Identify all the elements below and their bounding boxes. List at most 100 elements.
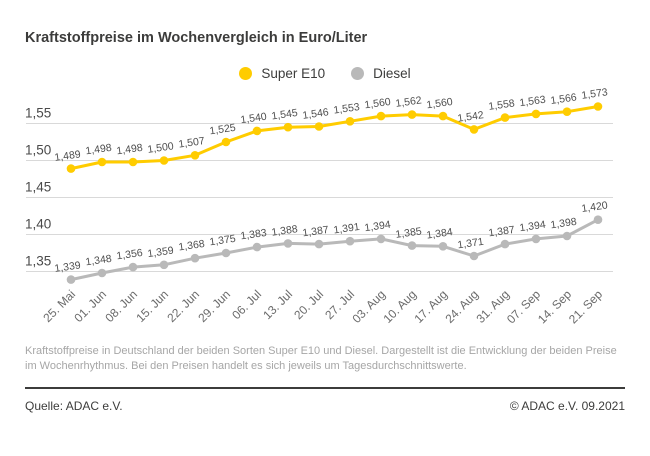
super-e10-dot-icon (239, 67, 253, 80)
y-tick-label: 1,35 (25, 254, 51, 269)
data-point-diesel (562, 231, 572, 241)
y-tick-label: 1,55 (25, 106, 51, 121)
value-label-super-e10: 1,546 (302, 106, 330, 122)
value-label-diesel: 1,398 (550, 216, 578, 232)
value-label-super-e10: 1,545 (271, 107, 299, 123)
x-tick-label: 24. Aug (442, 287, 481, 326)
data-point-super-e10 (376, 111, 386, 121)
value-label-diesel: 1,359 (147, 245, 175, 261)
x-tick-label: 01. Jun (71, 287, 109, 325)
value-label-super-e10: 1,540 (240, 111, 268, 127)
value-label-diesel: 1,356 (116, 247, 144, 263)
diesel-dot-icon (351, 67, 365, 80)
value-label-diesel: 1,368 (178, 238, 206, 254)
source-label: Quelle: ADAC e.V. (25, 399, 123, 413)
value-label-diesel: 1,348 (85, 253, 113, 269)
x-tick-label: 10. Aug (380, 287, 419, 326)
x-tick-label: 29. Jun (195, 287, 233, 325)
legend-label-super-e10: Super E10 (261, 66, 326, 81)
x-tick-label: 14. Sep (535, 287, 574, 326)
x-tick-label: 20. Jul (291, 287, 326, 322)
value-label-diesel: 1,394 (364, 219, 392, 235)
data-point-super-e10 (128, 157, 138, 167)
data-point-diesel (376, 234, 386, 244)
data-point-diesel (345, 236, 355, 246)
value-label-super-e10: 1,498 (85, 142, 113, 158)
value-label-diesel: 1,385 (395, 225, 423, 241)
value-label-super-e10: 1,542 (457, 109, 485, 125)
legend-item-diesel: Diesel (351, 66, 411, 81)
value-label-super-e10: 1,525 (209, 122, 237, 138)
data-point-super-e10 (562, 107, 572, 116)
value-label-diesel: 1,375 (209, 233, 237, 249)
value-label-super-e10: 1,566 (550, 91, 578, 107)
data-point-super-e10 (159, 156, 169, 165)
value-label-super-e10: 1,573 (581, 88, 609, 102)
data-point-super-e10 (531, 109, 541, 119)
data-point-diesel (190, 253, 200, 263)
data-point-diesel (469, 251, 479, 261)
data-point-diesel (500, 239, 510, 249)
value-label-super-e10: 1,498 (116, 142, 144, 158)
x-tick-label: 06. Jul (229, 287, 264, 322)
divider (25, 387, 625, 389)
value-label-super-e10: 1,553 (333, 101, 361, 117)
data-point-diesel (531, 234, 541, 244)
data-point-diesel (221, 248, 231, 258)
y-tick-label: 1,40 (25, 217, 51, 232)
value-label-diesel: 1,371 (457, 236, 485, 252)
data-point-diesel (66, 275, 76, 284)
copyright-label: © ADAC e.V. 09.2021 (509, 399, 625, 413)
x-tick-label: 07. Sep (504, 287, 543, 326)
x-tick-label: 17. Aug (411, 287, 450, 326)
value-label-super-e10: 1,562 (395, 94, 423, 110)
data-point-super-e10 (345, 117, 355, 126)
value-label-diesel: 1,388 (271, 223, 299, 239)
data-point-super-e10 (500, 113, 510, 122)
data-point-diesel (438, 242, 448, 251)
data-point-diesel (407, 241, 417, 250)
value-label-diesel: 1,394 (519, 219, 547, 235)
data-point-diesel (314, 239, 324, 249)
x-tick-label: 22. Jun (164, 287, 202, 325)
data-point-super-e10 (314, 122, 324, 131)
data-point-diesel (283, 239, 293, 248)
data-point-diesel (128, 262, 138, 272)
caption: Kraftstoffpreise in Deutschland der beid… (25, 345, 617, 373)
value-label-super-e10: 1,558 (488, 97, 516, 113)
value-label-super-e10: 1,560 (426, 96, 454, 112)
value-label-super-e10: 1,489 (54, 148, 82, 164)
value-label-diesel: 1,339 (54, 259, 82, 275)
data-point-super-e10 (283, 122, 293, 132)
value-label-super-e10: 1,560 (364, 96, 392, 112)
value-label-super-e10: 1,507 (178, 135, 206, 151)
data-point-super-e10 (97, 157, 107, 167)
data-point-diesel (159, 260, 169, 270)
data-point-super-e10 (252, 126, 262, 136)
series-line-diesel (69, 218, 600, 282)
x-tick-label: 25. Mai (40, 287, 78, 325)
x-tick-label: 21. Sep (566, 287, 605, 326)
legend-label-diesel: Diesel (373, 66, 411, 81)
x-tick-label: 15. Jun (133, 287, 171, 325)
value-label-diesel: 1,387 (488, 224, 516, 240)
data-point-super-e10 (190, 151, 200, 160)
value-label-diesel: 1,383 (240, 227, 268, 243)
value-label-diesel: 1,420 (581, 199, 609, 215)
y-tick-label: 1,50 (25, 143, 51, 158)
data-point-diesel (97, 268, 107, 278)
data-point-super-e10 (593, 102, 603, 111)
data-point-super-e10 (407, 110, 417, 119)
data-point-super-e10 (438, 111, 448, 121)
x-tick-label: 03. Aug (349, 287, 388, 326)
data-point-diesel (593, 215, 603, 224)
value-label-diesel: 1,387 (302, 224, 330, 240)
x-tick-label: 13. Jul (260, 287, 295, 322)
legend-item-super-e10: Super E10 (239, 66, 325, 81)
data-point-super-e10 (469, 125, 479, 134)
value-label-super-e10: 1,563 (519, 94, 547, 110)
x-tick-label: 08. Jun (102, 287, 140, 325)
legend: Super E10 Diesel (0, 66, 650, 81)
